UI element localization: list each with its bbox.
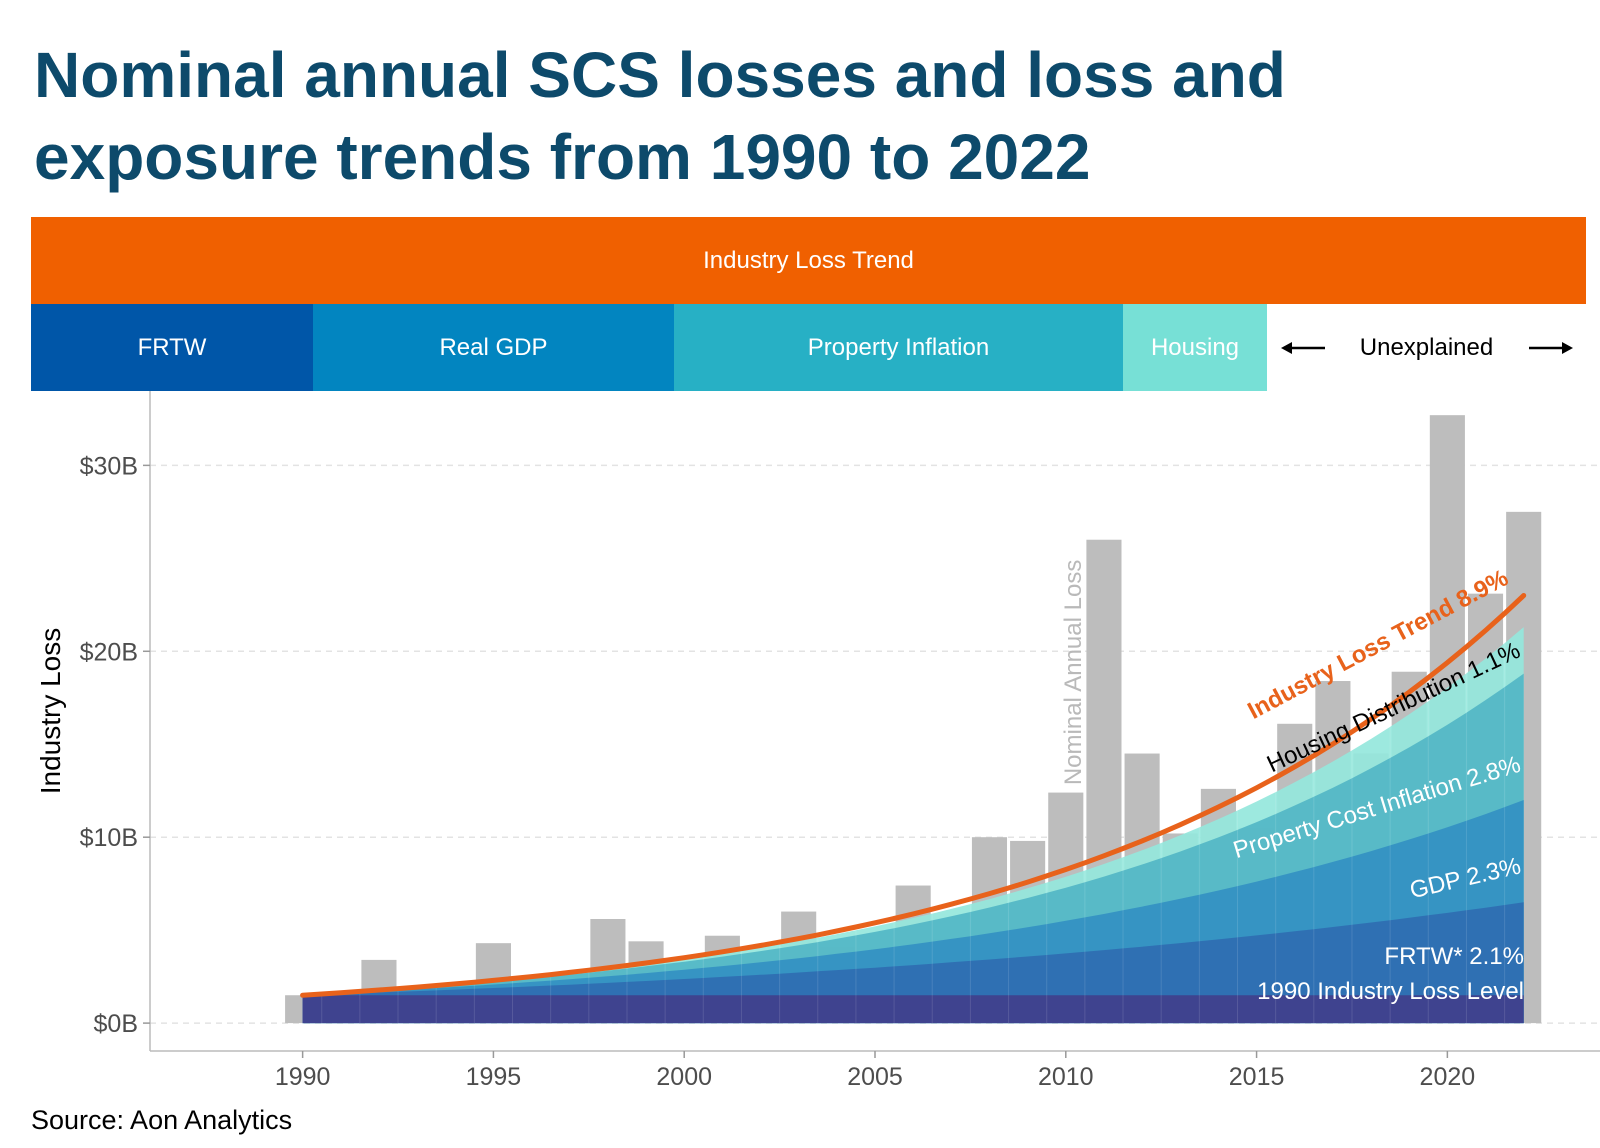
property-inflation-band-label: Property Inflation: [807, 333, 990, 361]
real-gdp-band-label: Real GDP: [439, 333, 548, 361]
y-axis-label: Industry Loss: [35, 628, 66, 795]
y-tick-label: $30B: [80, 452, 138, 480]
x-tick-label: 1995: [466, 1063, 522, 1091]
axis-layer: $0B $10B $20B $30B 1990 1995 2000 2005 2010 2015 2…: [35, 391, 1600, 1091]
frtw-layer-label: FRTW* 2.1%: [1384, 943, 1524, 970]
frtw-band-label: FRTW: [137, 333, 207, 361]
property-inflation-band: Property Inflation: [674, 304, 1123, 391]
base-layer-label: 1990 Industry Loss Level: [1257, 978, 1524, 1005]
x-tick-label: 2005: [847, 1063, 903, 1091]
decomposition-band: FRTW Real GDP Property Inflation Housing…: [31, 304, 1586, 391]
industry-loss-trend-line: [300, 593, 1527, 998]
layer-area-0: [302, 995, 1524, 1024]
x-tick-label: 2000: [656, 1063, 712, 1091]
industry-loss-trend-label: Industry Loss Trend: [703, 246, 914, 274]
trend-layer: [300, 593, 1527, 998]
nominal-annual-loss-label: Nominal Annual Loss: [1060, 560, 1087, 785]
real-gdp-band: Real GDP: [313, 304, 674, 391]
unexplained-band-label: Unexplained: [1359, 333, 1494, 361]
layer-area-1: [302, 902, 1524, 1024]
area-layer: [302, 627, 1524, 1024]
industry-loss-trend-band: Industry Loss Trend: [31, 217, 1586, 304]
y-tick-label: $0B: [94, 1010, 138, 1038]
y-tick-label: $20B: [80, 638, 138, 666]
x-tick-label: 2015: [1229, 1063, 1285, 1091]
chart-title: Nominal annual SCS losses and loss and e…: [34, 34, 1534, 198]
housing-band: Housing: [1123, 304, 1267, 391]
unexplained-band: Unexplained: [1267, 304, 1586, 391]
x-tick-label: 2010: [1038, 1063, 1094, 1091]
x-tick-label: 2020: [1420, 1063, 1476, 1091]
housing-band-label: Housing: [1150, 333, 1240, 361]
frtw-band: FRTW: [31, 304, 313, 391]
title-line-2: exposure trends from 1990 to 2022: [34, 121, 1091, 193]
arrow-right-icon: [1527, 304, 1573, 391]
y-tick-label: $10B: [80, 824, 138, 852]
title-line-1: Nominal annual SCS losses and loss and: [34, 39, 1286, 111]
loss-chart: Industry Loss Trend 8.9%Housing Distribu…: [35, 391, 1600, 1091]
arrow-left-icon: [1281, 304, 1327, 391]
source-note: Source: Aon Analytics: [31, 1105, 293, 1135]
x-tick-label: 1990: [275, 1063, 331, 1091]
